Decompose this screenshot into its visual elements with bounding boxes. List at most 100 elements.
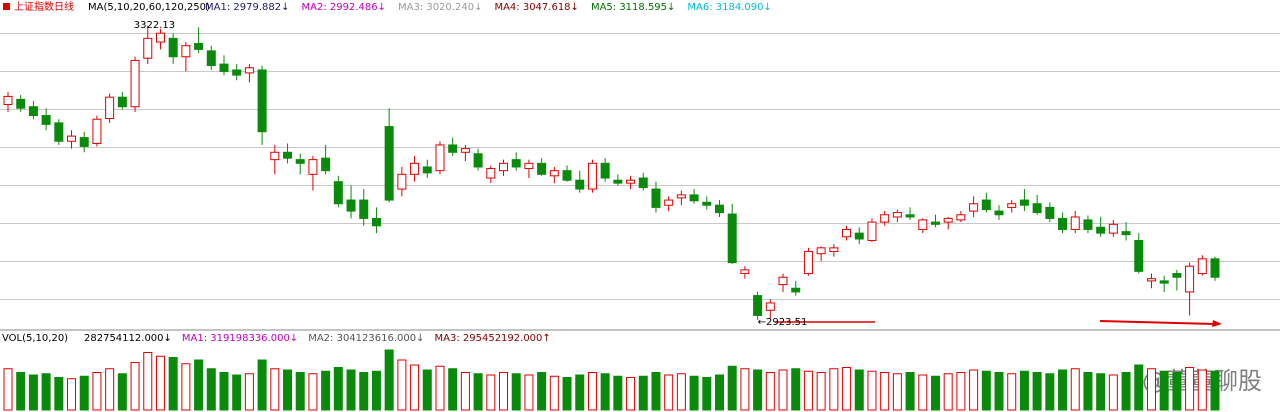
ma-label: MA(5,10,20,60,120,250)	[88, 2, 210, 13]
volume-bar	[54, 377, 64, 411]
volume-bar	[880, 372, 890, 411]
candle-body	[371, 217, 381, 227]
candle-body	[244, 67, 254, 74]
annotation: ←2923.51	[758, 317, 808, 328]
candle-body	[1121, 231, 1131, 236]
candle-body	[829, 247, 839, 253]
volume-bar	[1210, 370, 1220, 411]
volume-bar	[28, 374, 38, 411]
volume-bar	[1096, 373, 1106, 411]
volume-bar	[778, 369, 788, 411]
volume-bar	[283, 369, 293, 411]
volume-bar	[969, 369, 979, 411]
volume-bar	[346, 369, 356, 411]
volume-bar	[613, 375, 623, 411]
volume-bar	[384, 349, 394, 411]
volume-bar	[626, 377, 636, 411]
chart-title: 上证指数日线	[14, 0, 74, 13]
candle-body	[346, 199, 356, 212]
volume-bar	[1172, 372, 1182, 411]
candle-body	[575, 179, 585, 190]
volume-bar	[435, 365, 445, 411]
volume-bar	[664, 374, 674, 411]
candle-body	[1045, 206, 1055, 219]
volume-bar	[803, 370, 813, 411]
volume-bar	[905, 372, 915, 411]
candle-body	[842, 228, 852, 238]
candle-body	[499, 162, 509, 172]
candle-body	[664, 199, 674, 206]
volume-bar	[651, 372, 661, 411]
candle-body	[257, 69, 267, 133]
volume-bar	[714, 374, 724, 411]
volume-bar	[638, 375, 648, 411]
candle-body	[28, 106, 38, 117]
candle-body	[638, 177, 648, 189]
candle-body	[105, 96, 115, 119]
volume-bar	[105, 368, 115, 411]
arrow-head	[1212, 320, 1222, 327]
candle-body	[816, 247, 826, 255]
volume-bar	[410, 364, 420, 411]
volume-bar	[333, 367, 343, 411]
candle-body	[689, 194, 699, 202]
candle-body	[778, 276, 788, 286]
volume-bar	[359, 372, 369, 411]
candle-body	[905, 214, 915, 218]
volume-bar	[854, 369, 864, 411]
volume-label: VOL(5,10,20)	[2, 333, 68, 344]
candle-body	[892, 212, 902, 218]
candle-body	[676, 194, 686, 199]
candle-body	[232, 69, 242, 76]
volume-bar	[67, 378, 77, 411]
candle-body	[92, 118, 102, 144]
volume-bar	[981, 370, 991, 411]
legend-entry: MA5: 3118.595↓	[591, 2, 675, 13]
candle-body	[714, 204, 724, 214]
candle-body	[41, 115, 51, 125]
candle-body	[270, 151, 280, 161]
volume-bar	[422, 369, 432, 411]
candle-body	[460, 148, 470, 153]
volume-bar	[473, 373, 483, 411]
candle-body	[194, 43, 204, 50]
candle-body	[1019, 199, 1029, 206]
candle-body	[854, 232, 864, 240]
volume-bar	[892, 373, 902, 411]
volume-bar	[727, 365, 737, 411]
volume-bar	[791, 368, 801, 411]
candle-body	[130, 59, 140, 108]
candle-body	[333, 181, 343, 205]
volume-bar	[1032, 372, 1042, 411]
volume-legend-entry: MA2: 304123616.000↓	[308, 333, 424, 344]
volume-bar	[486, 374, 496, 411]
candle-body	[283, 151, 293, 159]
candle-body	[410, 162, 420, 175]
candle-body	[1146, 278, 1156, 282]
candle-body	[67, 135, 77, 142]
volume-bar	[371, 370, 381, 411]
volume-bar	[918, 374, 928, 411]
candle-body	[1197, 258, 1207, 275]
volume-bar	[295, 372, 305, 411]
volume-bar	[181, 363, 191, 411]
candle-body	[181, 45, 191, 58]
candle-body	[626, 179, 636, 184]
volume-bar	[257, 359, 267, 411]
volume-legend-entry: MA1: 319198336.000↓	[182, 333, 298, 344]
volume-bar	[155, 355, 165, 411]
volume-bar	[867, 370, 877, 411]
volume-legend-entry: MA3: 295452192.000↑	[435, 333, 551, 344]
volume-bar	[460, 372, 470, 411]
volume-bar	[79, 375, 89, 411]
arrow-line	[1099, 320, 1216, 325]
volume-bar	[194, 359, 204, 411]
legend-entry: MA2: 2992.486↓	[301, 2, 385, 13]
candle-body	[651, 188, 661, 208]
candle-body	[295, 159, 305, 164]
volume-bar	[740, 368, 750, 411]
volume-bar	[1007, 373, 1017, 411]
candle-body	[600, 162, 610, 179]
candle-body	[1210, 258, 1220, 278]
candle-body	[981, 199, 991, 211]
